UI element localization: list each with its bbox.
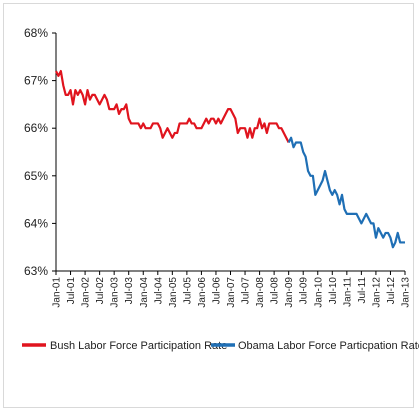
x-tick-label: Jan-03 xyxy=(110,277,121,308)
obama-legend-label: Obama Labor Force Particpation Rate xyxy=(238,340,419,352)
x-tick-label: Jan-13 xyxy=(401,277,412,308)
x-tick-label: Jul-11 xyxy=(357,277,368,304)
x-tick-label: Jul-01 xyxy=(66,277,77,305)
x-tick-label: Jan-05 xyxy=(168,277,179,308)
x-tick-label: Jan-09 xyxy=(284,277,295,308)
x-tick-label: Jan-07 xyxy=(226,277,237,308)
chart-frame xyxy=(3,3,414,408)
y-tick-label: 63% xyxy=(24,264,48,278)
y-tick-label: 68% xyxy=(24,26,48,40)
x-tick-label: Jan-01 xyxy=(52,277,63,308)
y-tick-label: 67% xyxy=(24,74,48,88)
x-tick-label: Jul-03 xyxy=(124,277,135,305)
y-axis: 63% 64% 65% 66% 67% 68% xyxy=(24,26,57,278)
x-tick-label: Jan-11 xyxy=(342,277,353,307)
x-tick-label: Jan-04 xyxy=(139,277,150,308)
x-tick-label: Jul-07 xyxy=(241,277,252,305)
x-tick-label: Jan-10 xyxy=(313,277,324,308)
x-tick-label: Jan-12 xyxy=(371,277,382,308)
legend: Bush Labor Force Participation Rate Obama… xyxy=(22,340,419,352)
bush-legend-label: Bush Labor Force Participation Rate xyxy=(50,340,227,352)
x-tick-label: Jul-10 xyxy=(328,277,339,305)
x-tick-label: Jan-06 xyxy=(197,277,208,308)
x-tick-label: Jul-09 xyxy=(299,277,310,305)
x-tick-label: Jan-02 xyxy=(81,277,92,308)
y-tick-label: 65% xyxy=(24,169,48,183)
x-tick-label: Jan-08 xyxy=(255,277,266,308)
x-tick-label: Jul-08 xyxy=(270,277,281,305)
x-tick-label: Jul-12 xyxy=(386,277,397,305)
y-tick-label: 64% xyxy=(24,216,48,230)
obama-series-line xyxy=(287,136,405,249)
x-tick-label: Jul-04 xyxy=(153,277,164,305)
x-axis: Jan-01 Jul-01 Jan-02 Jul-02 Jan-03 Jul-03 Jan-… xyxy=(52,270,412,308)
x-tick-label: Jul-06 xyxy=(211,277,222,305)
bush-series-line xyxy=(55,69,290,143)
y-tick-label: 66% xyxy=(24,121,48,135)
x-tick-label: Jul-02 xyxy=(95,277,106,305)
series-lines xyxy=(55,69,405,249)
x-tick-label: Jul-05 xyxy=(182,277,193,305)
